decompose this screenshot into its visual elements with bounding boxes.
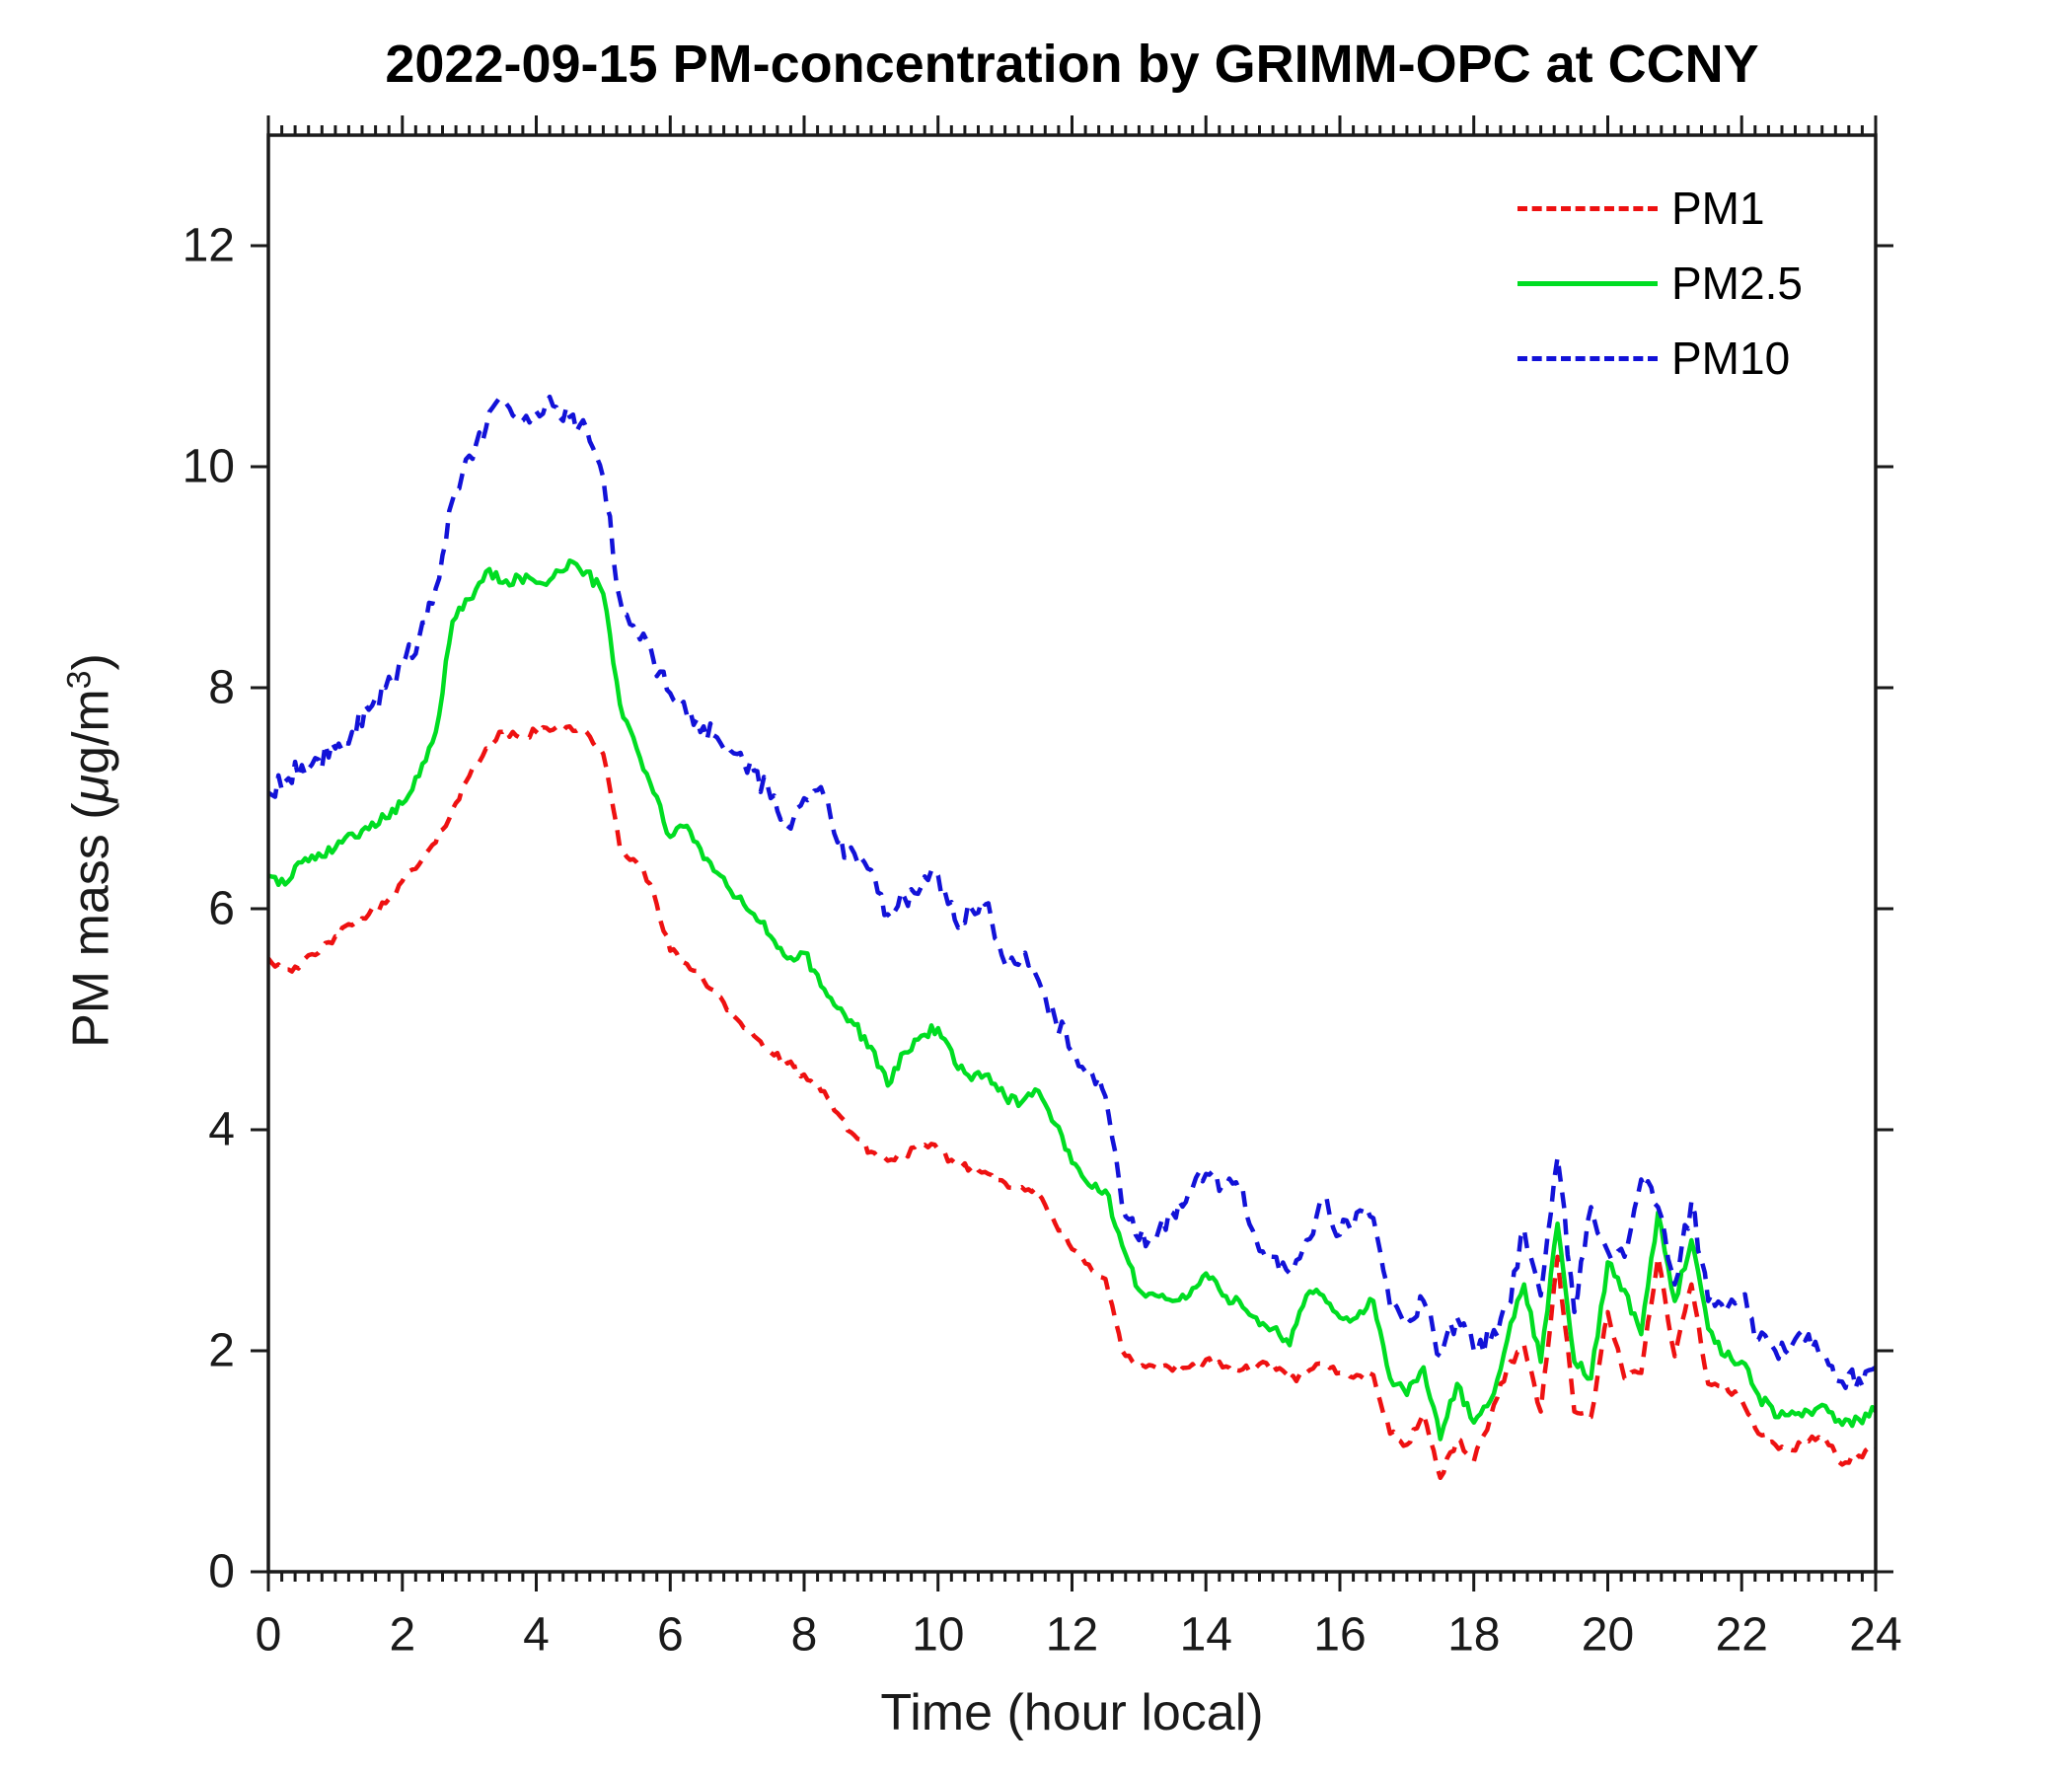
x-tick-label: 18 bbox=[1447, 1609, 1500, 1662]
y-axis-label-superscript: 3 bbox=[60, 670, 99, 690]
x-tick-label: 8 bbox=[791, 1609, 818, 1662]
y-axis-label: PM mass (μg/m3) bbox=[60, 653, 120, 1048]
x-tick-label: 16 bbox=[1313, 1609, 1366, 1662]
x-tick-label: 6 bbox=[657, 1609, 684, 1662]
legend-label-pm2-5: PM2.5 bbox=[1671, 258, 1803, 309]
x-tick-labels: 0 2 4 6 8 10 12 14 16 18 20 22 24 bbox=[256, 1609, 1902, 1662]
y-axis-label-mid: g/m bbox=[62, 689, 120, 775]
y-tick-label: 12 bbox=[183, 220, 235, 272]
x-tick-label: 10 bbox=[912, 1609, 964, 1662]
y-tick-label: 8 bbox=[208, 662, 235, 714]
x-tick-label: 12 bbox=[1046, 1609, 1098, 1662]
x-tick-label: 0 bbox=[256, 1609, 282, 1662]
legend-item-pm2-5: PM2.5 bbox=[1517, 259, 1803, 308]
y-tick-label: 0 bbox=[208, 1546, 235, 1598]
series-line-pm2-5 bbox=[268, 557, 1876, 1442]
y-axis-label-suffix: ) bbox=[62, 653, 120, 671]
x-tick-label: 4 bbox=[523, 1609, 550, 1662]
legend: PM1 PM2.5 PM10 bbox=[1517, 184, 1803, 383]
legend-item-pm10: PM10 bbox=[1517, 333, 1803, 383]
chart-title: 2022-09-15 PM-concentration by GRIMM-OPC… bbox=[385, 35, 1759, 94]
y-tick-labels: 0 2 4 6 8 10 12 bbox=[183, 220, 235, 1598]
series-line-pm10 bbox=[268, 394, 1876, 1391]
x-tick-label: 22 bbox=[1716, 1609, 1768, 1662]
y-axis-label-prefix: PM mass ( bbox=[62, 802, 120, 1048]
series-line-pm1 bbox=[268, 723, 1876, 1481]
legend-label-pm1: PM1 bbox=[1671, 183, 1765, 234]
x-tick-label: 2 bbox=[389, 1609, 415, 1662]
y-tick-label: 10 bbox=[183, 441, 235, 493]
x-axis-label: Time (hour local) bbox=[880, 1684, 1264, 1741]
legend-item-pm1: PM1 bbox=[1517, 184, 1803, 233]
legend-label-pm10: PM10 bbox=[1671, 333, 1791, 384]
mu-symbol: μ bbox=[62, 774, 120, 803]
pm1-line-sample bbox=[1517, 205, 1658, 211]
y-tick-label: 4 bbox=[208, 1104, 235, 1156]
tick-marks bbox=[251, 115, 1893, 1591]
x-tick-label: 20 bbox=[1582, 1609, 1634, 1662]
pm2-5-line-sample bbox=[1517, 280, 1658, 286]
y-tick-label: 2 bbox=[208, 1325, 235, 1377]
x-tick-label: 24 bbox=[1849, 1609, 1901, 1662]
pm10-line-sample bbox=[1517, 355, 1658, 361]
series-group bbox=[268, 394, 1876, 1481]
x-tick-label: 14 bbox=[1180, 1609, 1232, 1662]
y-tick-label: 6 bbox=[208, 883, 235, 935]
